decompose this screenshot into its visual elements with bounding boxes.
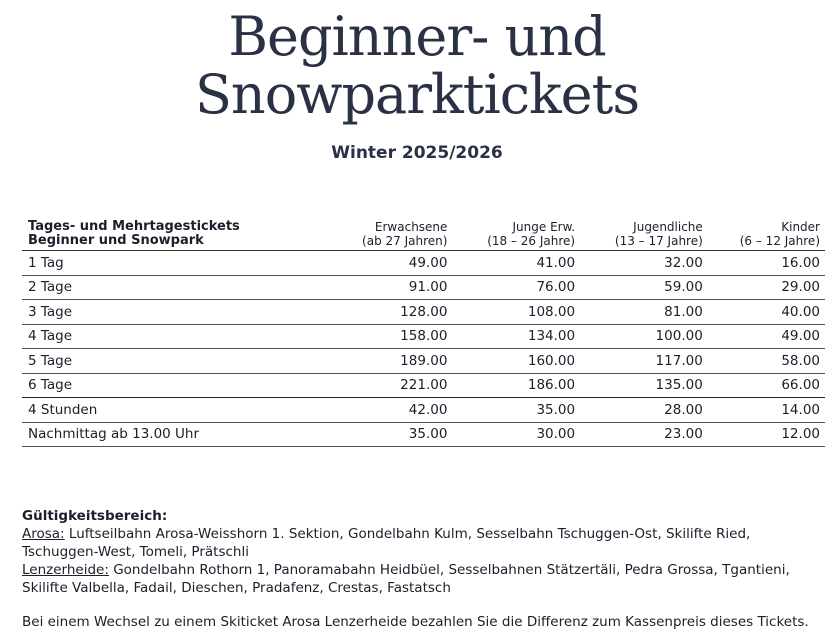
price-cell: 221.00 xyxy=(328,373,453,398)
price-cell: 14.00 xyxy=(707,397,825,423)
price-cell: 42.00 xyxy=(328,397,453,423)
validity: Gültigkeitsbereich: Arosa: Luftseilbahn … xyxy=(22,507,822,597)
price-cell: 81.00 xyxy=(580,299,708,325)
price-cell: 189.00 xyxy=(328,348,453,374)
header-text: Kinder xyxy=(781,220,820,234)
price-cell: 91.00 xyxy=(328,275,453,300)
header-text: (18 – 26 Jahre) xyxy=(487,234,576,248)
row-label: Nachmittag ab 13.00 Uhr xyxy=(22,422,329,447)
title-line: Snowparktickets xyxy=(194,63,640,126)
area-text: Luftseilbahn Arosa-Weisshorn 1. Sektion,… xyxy=(68,526,751,542)
price-table: Tages- und Mehrtagestickets Beginner und … xyxy=(22,218,825,447)
area-text: Tschuggen-West, Tomeli, Prätschli xyxy=(22,544,249,560)
price-cell: 49.00 xyxy=(328,250,453,276)
price-cell: 128.00 xyxy=(328,299,453,325)
price-cell: 134.00 xyxy=(452,324,581,349)
price-cell: 66.00 xyxy=(707,373,825,398)
price-cell: 12.00 xyxy=(707,422,825,447)
row-label: 3 Tage xyxy=(22,299,329,325)
area-text: Gondelbahn Rothorn 1, Panoramabahn Heidb… xyxy=(113,562,790,578)
row-label: 2 Tage xyxy=(22,275,329,300)
price-cell: 49.00 xyxy=(707,324,825,349)
price-cell: 16.00 xyxy=(707,250,825,276)
table-row: Nachmittag ab 13.00 Uhr 35.00 30.00 23.00 12… xyxy=(22,422,825,447)
table-row: 2 Tage 91.00 76.00 59.00 29.00 xyxy=(22,275,825,300)
area-text: Skilifte Valbella, Fadail, Dieschen, Pra… xyxy=(22,580,451,596)
header-text: (13 – 17 Jahre) xyxy=(614,234,703,248)
title: Beginner- und Snowparktickets xyxy=(0,8,834,124)
column-header: Junge Erw. (18 – 26 Jahre) xyxy=(452,218,581,251)
price-cell: 29.00 xyxy=(707,275,825,300)
column-header: Jugendliche (13 – 17 Jahre) xyxy=(580,218,708,251)
price-cell: 135.00 xyxy=(580,373,708,398)
price-cell: 41.00 xyxy=(452,250,581,276)
header-text: Jugendliche xyxy=(633,220,703,234)
header-text: (6 – 12 Jahre) xyxy=(739,234,820,248)
price-cell: 117.00 xyxy=(580,348,708,374)
column-header: Erwachsene (ab 27 Jahren) xyxy=(328,218,453,251)
price-cell: 158.00 xyxy=(328,324,453,349)
price-cell: 32.00 xyxy=(580,250,708,276)
price-cell: 100.00 xyxy=(580,324,708,349)
area-name: Arosa: xyxy=(22,526,65,542)
row-label: 1 Tag xyxy=(22,250,329,276)
price-cell: 160.00 xyxy=(452,348,581,374)
price-cell: 23.00 xyxy=(580,422,708,447)
table-row: 3 Tage 128.00 108.00 81.00 40.00 xyxy=(22,299,825,325)
header-text: (ab 27 Jahren) xyxy=(362,234,448,248)
price-cell: 108.00 xyxy=(452,299,581,325)
table-row: 5 Tage 189.00 160.00 117.00 58.00 xyxy=(22,348,825,374)
price-cell: 76.00 xyxy=(452,275,581,300)
column-header: Tages- und Mehrtagestickets Beginner und … xyxy=(22,218,329,251)
row-label: 4 Stunden xyxy=(22,397,329,423)
price-cell: 59.00 xyxy=(580,275,708,300)
price-cell: 35.00 xyxy=(328,422,453,447)
price-cell: 28.00 xyxy=(580,397,708,423)
column-header: Kinder (6 – 12 Jahre) xyxy=(707,218,825,251)
validity-line: Tschuggen-West, Tomeli, Prätschli xyxy=(22,543,822,561)
note: Bei einem Wechsel zu einem Skiticket Aro… xyxy=(22,614,809,630)
validity-line: Skilifte Valbella, Fadail, Dieschen, Pra… xyxy=(22,579,822,597)
validity-line: Lenzerheide: Gondelbahn Rothorn 1, Panor… xyxy=(22,561,822,579)
subtitle: Winter 2025/2026 xyxy=(331,143,503,163)
row-label: 4 Tage xyxy=(22,324,329,349)
header-row: Tages- und Mehrtagestickets Beginner und … xyxy=(22,218,825,251)
area-name: Lenzerheide: xyxy=(22,562,109,578)
header-text: Beginner und Snowpark xyxy=(28,233,204,248)
header-text: Tages- und Mehrtagestickets xyxy=(28,219,240,234)
table-row: 6 Tage 221.00 186.00 135.00 66.00 xyxy=(22,373,825,398)
table-row: 4 Stunden 42.00 35.00 28.00 14.00 xyxy=(22,397,825,423)
header-text: Erwachsene xyxy=(374,220,448,234)
header-text: Junge Erw. xyxy=(512,220,576,234)
validity-line: Arosa: Luftseilbahn Arosa-Weisshorn 1. S… xyxy=(22,525,822,543)
price-cell: 30.00 xyxy=(452,422,581,447)
price-cell: 40.00 xyxy=(707,299,825,325)
price-cell: 58.00 xyxy=(707,348,825,374)
price-cell: 35.00 xyxy=(452,397,581,423)
validity-heading: Gültigkeitsbereich: xyxy=(22,508,168,524)
row-label: 5 Tage xyxy=(22,348,329,374)
row-label: 6 Tage xyxy=(22,373,329,398)
title-line: Beginner- und xyxy=(228,5,606,68)
table-row: 1 Tag 49.00 41.00 32.00 16.00 xyxy=(22,250,825,276)
price-cell: 186.00 xyxy=(452,373,581,398)
table-row: 4 Tage 158.00 134.00 100.00 49.00 xyxy=(22,324,825,349)
